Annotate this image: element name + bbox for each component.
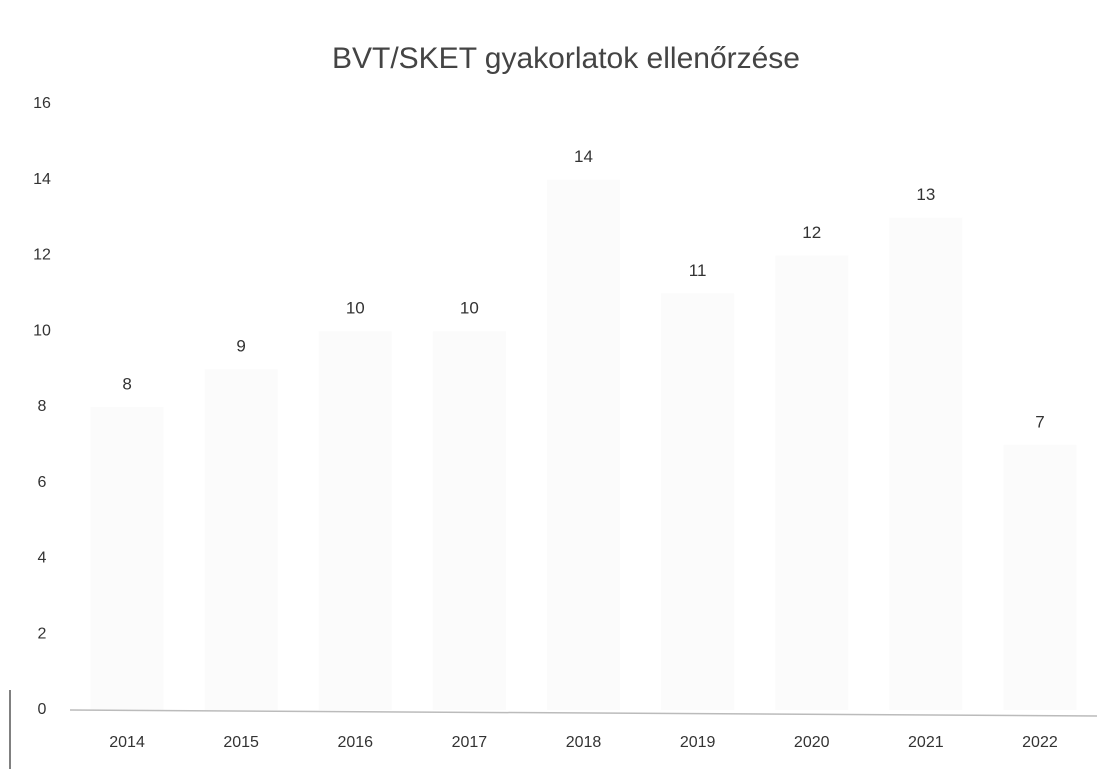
bar [90,407,164,710]
chart-title: BVT/SKET gyakorlatok ellenőrzése [332,42,800,75]
data-label: 10 [460,299,479,318]
data-label: 9 [236,337,245,356]
y-tick-label: 6 [38,474,47,491]
bar [204,369,278,710]
x-tick-label: 2019 [680,734,716,751]
x-tick-label: 2015 [223,734,259,751]
y-tick-label: 12 [33,247,51,264]
data-label: 14 [574,147,593,166]
bar [1003,444,1077,710]
y-tick-label: 16 [33,95,51,112]
x-axis [69,709,1098,717]
y-tick-label: 2 [38,625,47,642]
y-tick-label: 10 [33,322,51,339]
data-label: 10 [346,299,365,318]
x-tick-label: 2016 [337,734,373,751]
data-label: 13 [916,185,935,204]
x-tick-label: 2018 [566,734,602,751]
bar [661,293,735,710]
x-tick-label: 2021 [908,734,944,751]
bar [432,331,506,710]
x-tick-label: 2022 [1022,734,1058,751]
x-tick-label: 2014 [109,734,145,751]
data-label: 8 [122,374,131,393]
x-tick-label: 2017 [452,734,488,751]
y-tick-label: 0 [38,701,47,718]
bar [775,255,849,710]
bar [318,331,392,710]
x-tick-label: 2020 [794,734,830,751]
y-tick-label: 4 [38,550,47,567]
data-label: 12 [802,223,821,242]
y-tick-label: 8 [38,398,47,415]
data-label: 7 [1035,412,1044,431]
bar [889,217,963,710]
y-tick-label: 14 [33,171,51,188]
bar [546,179,621,710]
data-label: 11 [689,261,707,280]
